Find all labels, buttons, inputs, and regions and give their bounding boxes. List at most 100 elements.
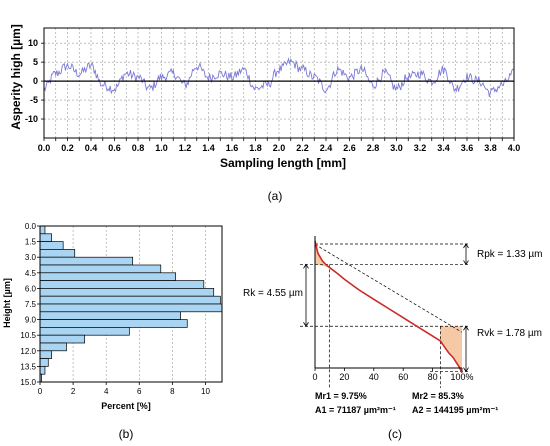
- rk-arrow-head-top: [303, 263, 309, 269]
- panel-b-bar: [39, 342, 67, 352]
- panel-a-y-ticks: 10 5 0 -5 -10: [25, 38, 44, 124]
- panel-c-x-tick-label: 80: [428, 372, 438, 382]
- panel-b-bar: [39, 272, 177, 281]
- panel-a-profile-chart: 0.0 0.2 0.4 0.6 0.8 1.0 1.2 1.4 1.6 1.8 2.0 2.2 2.4 2…: [9, 24, 520, 203]
- panel-a-y-tick-label: 10: [28, 38, 38, 48]
- rvk-arrow-head-top: [463, 325, 469, 331]
- panel-b-bar: [39, 280, 205, 289]
- panel-b-bar: [39, 256, 134, 266]
- panel-a-x-tick-label: 1.2: [179, 143, 192, 153]
- panel-a-x-tick-label: 2.6: [343, 143, 356, 153]
- panel-b-bar: [39, 225, 46, 235]
- panel-b-y-tick-label: 0.0: [25, 222, 37, 231]
- panel-a-x-tick-label: 1.6: [226, 143, 239, 153]
- panel-a-x-tick-label: 3.6: [461, 143, 474, 153]
- panel-c-a2-area: [440, 326, 462, 373]
- panel-a-x-tick-label: 0.4: [85, 143, 98, 153]
- panel-b-y-tick-label: 13.5: [20, 362, 36, 371]
- panel-b-bar: [39, 311, 181, 320]
- panel-b-y-tick-label: 6.0: [25, 284, 37, 293]
- panel-b-y-tick-label: 12.0: [20, 347, 36, 356]
- panel-b-bar: [39, 303, 223, 313]
- panel-a-x-ticks: 0.0 0.2 0.4 0.6 0.8 1.0 1.2 1.4 1.6 1.8 2.0 2.2 2.4 2…: [38, 138, 521, 153]
- panel-a-x-axis-label: Sampling length [mm]: [220, 156, 346, 170]
- panel-a-x-tick-label: 0.2: [61, 143, 74, 153]
- rk-label: Rk = 4.55 µm: [243, 288, 303, 299]
- panel-a-x-tick-label: 3.2: [414, 143, 427, 153]
- panel-a-x-tick-label: 1.4: [202, 143, 215, 153]
- panel-b-bar: [39, 233, 52, 242]
- panel-c-brackets: [303, 243, 469, 373]
- panel-a-y-axis-label: Asperity high [µm]: [9, 24, 23, 130]
- panel-a-x-tick-label: 0.0: [38, 143, 51, 153]
- panel-b-x-tick-label: 8: [170, 387, 175, 396]
- panel-a-y-tick-label: 5: [33, 57, 38, 67]
- panel-c-abbott-curve: 0 20 40 60 80 100% Rpk = 1.33 µm Rk = 4.55 µm…: [243, 236, 543, 441]
- panel-c-x-tick-label: 100%: [450, 372, 473, 382]
- panel-a-x-tick-label: 0.8: [132, 143, 145, 153]
- rpk-arrow-head-top: [463, 243, 469, 249]
- mr1-label: Mr1 = 9.75%: [315, 391, 367, 401]
- panel-b-y-tick-label: 9.0: [25, 316, 37, 325]
- panel-b-bar: [39, 249, 76, 258]
- panel-a-y-tick-label: 0: [33, 76, 38, 86]
- rpk-label: Rpk = 1.33 µm: [477, 249, 543, 260]
- panel-a-x-tick-label: 1.0: [155, 143, 168, 153]
- panel-b-x-axis-label: Percent [%]: [101, 401, 151, 411]
- panel-a-x-tick-label: 2.0: [273, 143, 286, 153]
- panel-a-x-tick-label: 3.0: [390, 143, 403, 153]
- panel-b-bar: [39, 358, 49, 367]
- panel-a-gridlines: [43, 28, 515, 138]
- panel-c-a1-area: [315, 240, 330, 268]
- panel-b-bar: [39, 366, 46, 375]
- panel-b-bar: [39, 327, 130, 336]
- panel-c-x-tick-label: 60: [398, 372, 408, 382]
- panel-b-y-axis-label: Height [µm]: [2, 278, 12, 328]
- panel-a-y-tick-label: -5: [30, 95, 38, 105]
- mr2-label: Mr2 = 85.3%: [412, 391, 464, 401]
- panel-b-y-tick-label: 1.5: [25, 238, 37, 247]
- panel-b-y-tick-label: 3.0: [25, 253, 37, 262]
- caption-b: (b): [119, 427, 134, 441]
- panel-b-bars: [39, 225, 223, 383]
- panel-b-bar: [39, 288, 215, 297]
- panel-b-x-tick-label: 0: [38, 387, 43, 396]
- equivalent-straight-line: [314, 244, 463, 333]
- panel-c-x-ticks: 0 20 40 60 80 100%: [312, 368, 474, 382]
- panel-b-x-tick-label: 2: [71, 387, 76, 396]
- panel-c-x-tick-label: 0: [312, 372, 317, 382]
- panel-a-x-tick-label: 3.8: [484, 143, 497, 153]
- panel-b-bar: [39, 334, 86, 344]
- panel-a-x-tick-label: 3.4: [437, 143, 450, 153]
- panel-b-y-tick-label: 4.5: [25, 269, 37, 278]
- panel-b-bar: [39, 241, 64, 250]
- panel-a-x-tick-label: 0.6: [108, 143, 121, 153]
- panel-a-x-tick-label: 1.8: [249, 143, 262, 153]
- a1-label: A1 = 71187 µm²m⁻¹: [315, 405, 396, 415]
- panel-a-x-tick-label: 2.2: [296, 143, 309, 153]
- panel-b-x-tick-label: 6: [137, 387, 142, 396]
- panel-a-x-tick-label: 2.4: [320, 143, 333, 153]
- panel-b-bar: [39, 319, 188, 328]
- caption-a: (a): [268, 189, 283, 203]
- panel-b-y-tick-label: 7.5: [25, 300, 37, 309]
- a2-label: A2 = 144195 µm²m⁻¹: [412, 405, 498, 415]
- rk-arrow-head-bottom: [303, 322, 309, 328]
- panel-c-x-tick-label: 40: [369, 372, 379, 382]
- panel-b-x-ticks: 0 2 4 6 8 10: [38, 382, 210, 396]
- panel-b-histogram: 0 2 4 6 8 10 0.0 1.5 3.0 4.5 6.0 7.5 9.0 10.5 12.0 13.…: [2, 222, 223, 441]
- panel-c-material-ratio-curve: [314, 240, 463, 374]
- panel-b-x-tick-label: 10: [201, 387, 210, 396]
- panel-a-x-tick-label: 4.0: [508, 143, 521, 153]
- panel-b-bar: [39, 350, 52, 359]
- panel-a-y-tick-label: -10: [25, 114, 38, 124]
- panel-b-y-tick-label: 10.5: [20, 331, 36, 340]
- panel-b-bar: [39, 264, 162, 274]
- panel-b-bar: [39, 295, 221, 305]
- caption-c: (c): [388, 427, 402, 441]
- panel-c-reference-lines: [300, 243, 468, 388]
- panel-c-x-tick-label: 20: [339, 372, 349, 382]
- panel-c-axes: [314, 236, 462, 369]
- panel-b-y-tick-label: 15.0: [20, 378, 36, 387]
